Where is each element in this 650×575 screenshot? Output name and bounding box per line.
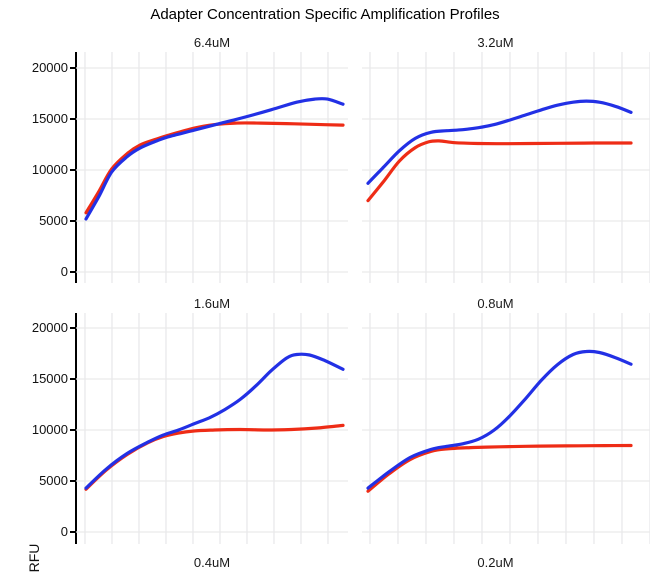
y-tick-label: 5000 xyxy=(39,213,68,228)
y-axis-line xyxy=(75,313,77,544)
y-tick-label: 10000 xyxy=(31,422,68,437)
y-tick-label: 10000 xyxy=(31,162,68,177)
y-tick-label: 0 xyxy=(60,264,68,279)
y-tick-mark xyxy=(70,271,75,273)
facet-title-1-6um: 1.6uM xyxy=(193,296,231,311)
y-tick-mark xyxy=(70,429,75,431)
facet-title-0-4um: 0.4uM xyxy=(193,555,231,570)
plot-panel-6-4um xyxy=(76,52,348,283)
y-tick-label: 5000 xyxy=(39,473,68,488)
y-axis-line xyxy=(75,52,77,283)
y-tick-mark xyxy=(70,169,75,171)
y-tick-label: 20000 xyxy=(31,320,68,335)
y-tick-mark xyxy=(70,67,75,69)
y-tick-label: 15000 xyxy=(31,111,68,126)
y-axis-title: RFU xyxy=(26,543,42,573)
plot-panel-3-2um xyxy=(362,52,650,283)
y-tick-mark xyxy=(70,118,75,120)
chart-title: Adapter Concentration Specific Amplifica… xyxy=(150,6,500,23)
facet-title-6-4um: 6.4uM xyxy=(193,35,231,50)
y-tick-label: 15000 xyxy=(31,371,68,386)
y-tick-mark xyxy=(70,327,75,329)
facet-title-3-2um: 3.2uM xyxy=(477,35,514,50)
y-tick-mark xyxy=(70,220,75,222)
y-tick-label: 0 xyxy=(60,524,68,539)
plot-panel-1-6um xyxy=(76,313,348,544)
plot-panel-0-8um xyxy=(362,313,650,544)
y-tick-mark xyxy=(70,378,75,380)
facet-title-0-8um: 0.8uM xyxy=(477,296,514,311)
y-tick-mark xyxy=(70,480,75,482)
facet-title-0-2um: 0.2uM xyxy=(477,555,514,570)
y-tick-label: 20000 xyxy=(31,60,68,75)
y-tick-mark xyxy=(70,531,75,533)
